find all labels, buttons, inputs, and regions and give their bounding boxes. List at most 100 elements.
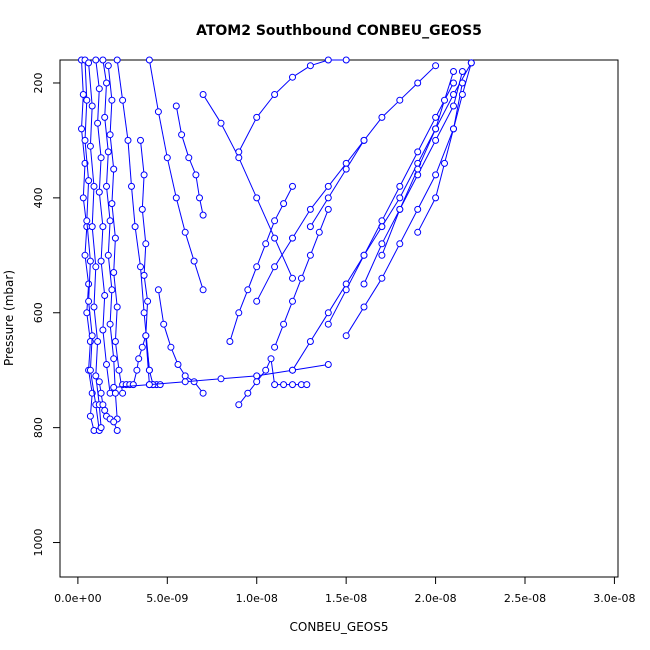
series-6-point	[110, 165, 118, 173]
series-8-point	[124, 136, 132, 144]
series-14-segment	[220, 375, 257, 380]
series-23-segment	[417, 65, 436, 84]
series-17-segment	[238, 157, 258, 199]
series-3-point	[90, 303, 98, 311]
series-5-point	[110, 355, 118, 363]
series-22-segment	[399, 151, 419, 187]
series-1-segment	[84, 255, 90, 285]
series-23-point	[360, 136, 368, 144]
series-7-point	[110, 418, 118, 426]
series-16-point	[280, 200, 288, 208]
series-2-segment	[88, 301, 93, 336]
series-3-point	[85, 59, 93, 67]
series-22-point	[450, 79, 457, 87]
series-2-point	[83, 217, 91, 225]
series-24-segment	[345, 306, 365, 336]
series-7-point	[95, 378, 103, 386]
series-4	[92, 56, 114, 397]
series-10-segment	[141, 174, 145, 210]
series-6-segment	[111, 203, 116, 239]
series-6-segment	[111, 169, 115, 204]
series-11-point	[145, 56, 153, 64]
series-2-segment	[89, 370, 97, 405]
series-9	[119, 332, 164, 389]
x-axis: 0.0e+00 5.0e-09 1.0e-08 1.5e-08 2.0e-08 2.5e-…	[54, 576, 636, 605]
series-6-point	[111, 234, 119, 242]
x-tick-label: 5.0e-09	[146, 592, 188, 605]
series-9-point	[135, 355, 143, 363]
series-25-point	[432, 136, 440, 144]
series-6-point	[108, 200, 116, 208]
series-27-point	[458, 91, 466, 98]
series-18-segment	[292, 209, 311, 239]
series-14-segment	[185, 378, 222, 383]
series-26-segment	[399, 168, 419, 210]
series-5-point	[108, 286, 116, 294]
series-2-point	[85, 177, 93, 185]
series-17-point	[253, 194, 261, 202]
series-12-segment	[157, 289, 165, 325]
series-13-point	[185, 154, 193, 162]
series-19-point	[253, 113, 261, 121]
series-1-segment	[88, 370, 93, 394]
series-3	[85, 59, 105, 432]
series-10-segment	[143, 275, 149, 302]
x-tick-label: 0.0e+00	[54, 592, 101, 605]
series-20	[271, 205, 332, 351]
series-19	[235, 56, 350, 156]
series-11-segment	[193, 260, 204, 290]
series-8-segment	[116, 59, 124, 101]
series-14-segment	[292, 364, 329, 371]
series-20-point	[289, 297, 296, 305]
series-18-segment	[345, 140, 365, 164]
series-26-segment	[417, 128, 437, 170]
series-11-point	[172, 194, 180, 202]
series-21-point	[306, 338, 314, 345]
series-19-point	[271, 91, 279, 98]
series-22-segment	[327, 289, 347, 325]
series-4-point	[101, 292, 109, 299]
series-1-point	[79, 91, 87, 98]
series-2-point	[81, 136, 89, 144]
series-22	[324, 79, 457, 328]
series-21-point	[324, 309, 332, 317]
series-22-point	[396, 182, 404, 190]
series-3-segment	[89, 105, 93, 147]
series-18-segment	[310, 186, 329, 210]
series-27-point	[414, 228, 422, 236]
series-24-point	[378, 274, 386, 282]
series-10-segment	[140, 140, 145, 175]
series-20-segment	[292, 278, 302, 302]
series-27-point	[467, 59, 475, 67]
series-2-point	[86, 366, 94, 374]
series-2-segment	[84, 100, 88, 141]
series-3-point	[92, 263, 100, 271]
series-6-segment	[113, 238, 116, 273]
series-5-point	[104, 251, 112, 259]
series-6-point	[113, 303, 121, 311]
series-4-point	[99, 326, 107, 334]
series-10	[137, 136, 157, 389]
series-13-segment	[175, 105, 183, 135]
y-axis-label: Pressure (mbar)	[2, 270, 16, 366]
series-9-point	[138, 343, 146, 351]
series-16-segment	[265, 220, 276, 244]
series-19-point	[342, 56, 350, 64]
series-3-segment	[93, 306, 99, 342]
series-25-point	[378, 240, 386, 248]
series-19-point	[289, 73, 296, 81]
series-22-point	[414, 148, 422, 156]
series-26-point	[378, 251, 386, 259]
series-23-point	[378, 113, 386, 121]
series-22-segment	[345, 255, 365, 291]
series-14-point	[217, 375, 225, 383]
series-27-point	[432, 194, 440, 202]
x-tick-label: 1.5e-08	[325, 592, 367, 605]
series-23-segment	[363, 117, 383, 141]
series-11-segment	[157, 111, 168, 158]
series-2	[81, 56, 103, 434]
series-21-point	[289, 366, 296, 374]
series-27-segment	[444, 128, 454, 164]
series-15-point	[235, 401, 243, 409]
